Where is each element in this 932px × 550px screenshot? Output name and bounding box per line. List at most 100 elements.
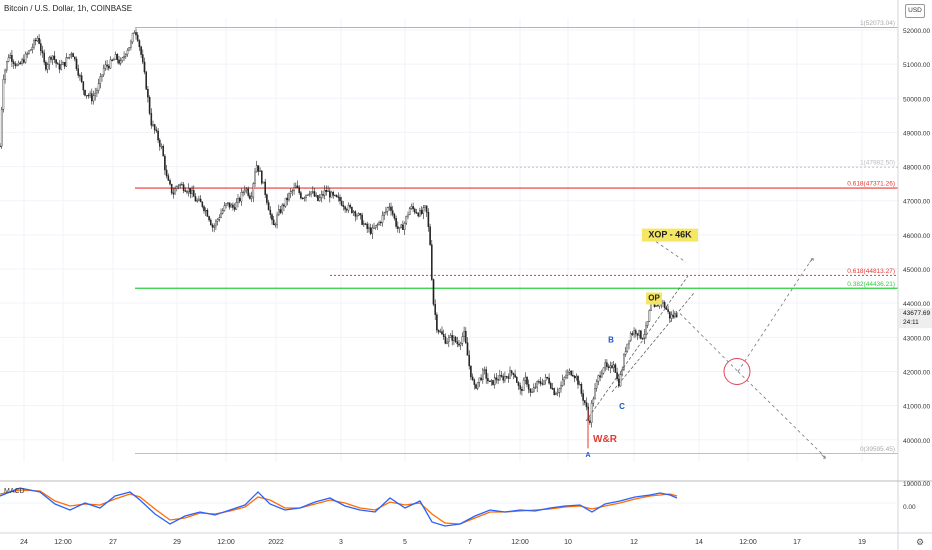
price-tick-label: 51000.00: [903, 62, 930, 69]
candle-body: [211, 224, 214, 228]
last-price-tag[interactable]: [899, 308, 932, 329]
candle-body: [631, 333, 634, 335]
price-tick-label: 45000.00: [903, 267, 930, 274]
candle-body: [541, 383, 544, 385]
candle-body: [340, 200, 343, 206]
candle-body: [96, 90, 98, 94]
candle-body: [16, 64, 18, 66]
candle-body: [594, 387, 596, 400]
candle-body: [23, 59, 25, 63]
time-tick-label: 12:00: [54, 539, 72, 546]
candle-body: [516, 376, 518, 383]
candle-body: [221, 210, 224, 214]
candle-body: [109, 59, 112, 69]
candle-body: [300, 192, 302, 199]
candle-body: [40, 43, 42, 52]
candle-body: [288, 193, 290, 201]
candle-body: [490, 380, 493, 382]
arrow-up-icon: ↗: [808, 256, 815, 265]
candle-body: [441, 331, 443, 335]
candle-body: [453, 336, 455, 341]
candle-body: [476, 381, 479, 389]
candle-body: [499, 374, 501, 381]
candle-body: [291, 190, 294, 192]
candle-body: [48, 57, 51, 65]
candle-body: [366, 223, 369, 229]
candle-body: [136, 34, 139, 41]
time-tick-label: 27: [109, 539, 117, 546]
candle-body: [242, 191, 244, 194]
candle-body: [170, 183, 173, 194]
candle-body: [162, 146, 165, 157]
candle-body: [116, 54, 119, 61]
chart-drawings: ↗ ↘ XOP - 46K OP W&R B C A: [585, 228, 827, 461]
candle-body: [522, 379, 525, 391]
candle-body: [145, 71, 148, 90]
candle-body: [595, 381, 598, 389]
candle-body: [371, 227, 374, 234]
candle-body: [312, 191, 314, 193]
candle-body: [90, 93, 93, 102]
time-tick-label: 12:00: [739, 539, 757, 546]
candle-body: [609, 365, 612, 368]
candle-body: [14, 63, 17, 66]
candle-body: [408, 208, 411, 216]
candle-body: [667, 309, 669, 312]
candle-body: [84, 89, 86, 96]
currency-button[interactable]: USD: [905, 4, 925, 18]
candle-body: [315, 195, 318, 197]
candle-body: [521, 389, 523, 391]
candle-body: [383, 212, 386, 216]
candle-body: [424, 205, 426, 208]
candle-body: [169, 180, 171, 185]
candle-body: [364, 223, 367, 225]
price-tick-label: 47000.00: [903, 199, 930, 206]
candle-body: [317, 195, 319, 201]
candle-body: [198, 198, 200, 201]
candle-body: [174, 188, 176, 195]
candle-body: [119, 60, 122, 64]
candle-body: [19, 62, 22, 64]
candle-body: [228, 202, 231, 208]
candle-body: [77, 68, 79, 76]
annotation-box: [641, 228, 699, 242]
settings-gear-icon[interactable]: ⚙: [916, 537, 924, 547]
candle-body: [192, 190, 195, 197]
candle-body: [141, 54, 144, 63]
time-axis[interactable]: 24 12:00 27 29 12:00 2022 3 5 7 12:00 10 12 14 12:00 1…: [0, 532, 932, 547]
candle-body: [531, 391, 533, 393]
candle-body: [373, 227, 375, 229]
candle-body: [601, 372, 603, 378]
candle-body: [187, 188, 190, 193]
candle-body: [230, 204, 233, 208]
candle-body: [534, 386, 537, 389]
candle-body: [606, 362, 608, 367]
candle-body: [410, 206, 413, 209]
candle-body: [289, 191, 292, 194]
candle-body: [589, 420, 591, 423]
candle-body: [113, 59, 115, 61]
price-axis[interactable]: 40000.00 41000.00 42000.00 43000.00 44000.00…: [897, 0, 932, 550]
candle-body: [420, 209, 423, 214]
candle-body: [87, 95, 90, 97]
candle-body: [329, 190, 331, 198]
candle-body: [60, 64, 62, 70]
candle-body: [266, 194, 268, 203]
candle-body: [502, 376, 505, 381]
candle-body: [80, 75, 83, 82]
candle-body: [203, 206, 205, 212]
candle-body: [575, 375, 578, 379]
candle-body: [140, 46, 142, 55]
time-tick-label: 12:00: [511, 539, 529, 546]
candle-body: [655, 305, 657, 307]
candle-body: [459, 342, 462, 346]
candle-body: [526, 377, 528, 385]
candle-body: [305, 194, 307, 199]
candle-body: [573, 375, 576, 379]
candle-body: [124, 53, 127, 57]
candle-body: [558, 388, 561, 393]
candle-body: [284, 197, 287, 207]
candle-body: [359, 213, 362, 216]
candle-body: [565, 374, 567, 378]
